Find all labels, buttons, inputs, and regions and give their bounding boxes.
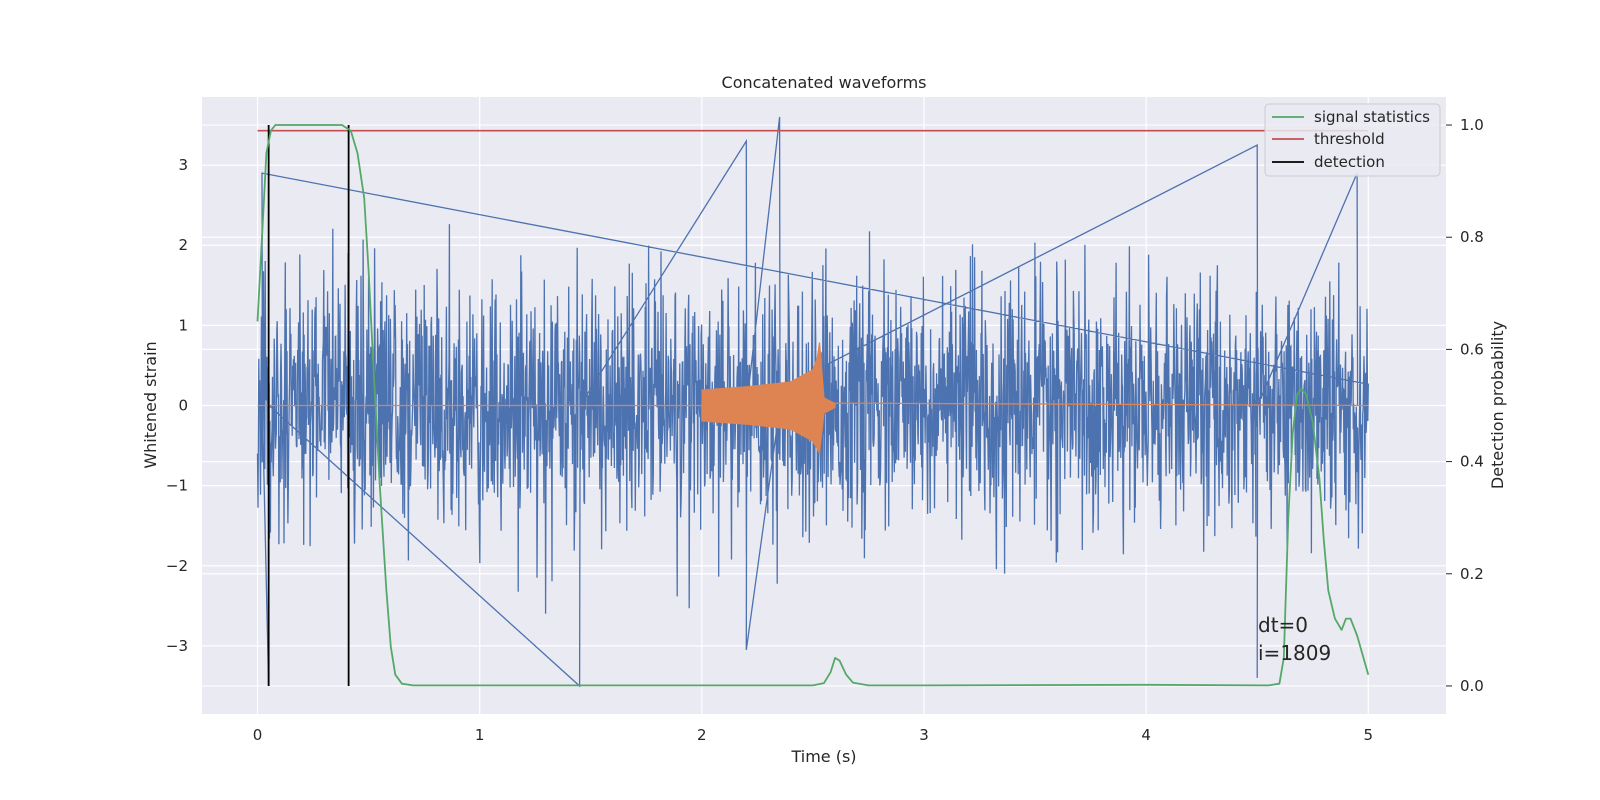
y2-tick-label: 0.6 <box>1460 340 1484 358</box>
y2-tick-label: 0.8 <box>1460 228 1484 246</box>
y2-tick-label: 1.0 <box>1460 116 1484 134</box>
x-tick-label: 5 <box>1363 726 1373 744</box>
x-tick-label: 2 <box>697 726 707 744</box>
y2-tick-label: 0.2 <box>1460 565 1484 583</box>
y-tick-label: 3 <box>178 156 188 174</box>
signal-statistics-line <box>256 124 1370 687</box>
x-tick-label: 4 <box>1141 726 1151 744</box>
legend-box <box>1264 103 1441 177</box>
detection-series <box>267 125 350 686</box>
annotation-index: i=1809 <box>1258 641 1331 665</box>
y-tick-label: 2 <box>178 236 188 254</box>
y2-tick-label: 0.0 <box>1460 677 1484 695</box>
chart-title: Concatenated waveforms <box>722 73 927 92</box>
y-tick-label: −2 <box>166 557 188 575</box>
x-axis-ticks: 0 1 2 3 4 5 <box>253 726 1373 744</box>
x-axis-label: Time (s) <box>790 747 856 766</box>
x-tick-label: 3 <box>919 726 929 744</box>
x-tick-label: 1 <box>475 726 485 744</box>
injection-line <box>257 342 1369 454</box>
y-axis-ticks: −3 −2 −1 0 1 2 3 <box>166 156 188 655</box>
y2-axis-label: Detection probability <box>1488 321 1507 489</box>
legend: signal statistics threshold detection <box>1264 103 1441 177</box>
y-axis-label: Whitened strain <box>141 341 160 468</box>
x-tick-label: 0 <box>253 726 263 744</box>
y2-axis-ticks: 0.0 0.2 0.4 0.6 0.8 1.0 <box>1446 116 1484 695</box>
legend-label-signal-statistics: signal statistics <box>1314 108 1430 126</box>
y-tick-label: 0 <box>178 397 188 415</box>
y2-tick-label: 0.4 <box>1460 453 1484 471</box>
y-tick-label: −3 <box>166 637 188 655</box>
legend-label-detection: detection <box>1314 153 1385 171</box>
signal-statistics-series <box>256 124 1370 687</box>
legend-label-threshold: threshold <box>1314 130 1385 148</box>
y-tick-label: 1 <box>178 316 188 334</box>
annotation-dt: dt=0 <box>1258 613 1308 637</box>
injection-series <box>257 342 1369 454</box>
y-tick-label: −1 <box>166 477 188 495</box>
